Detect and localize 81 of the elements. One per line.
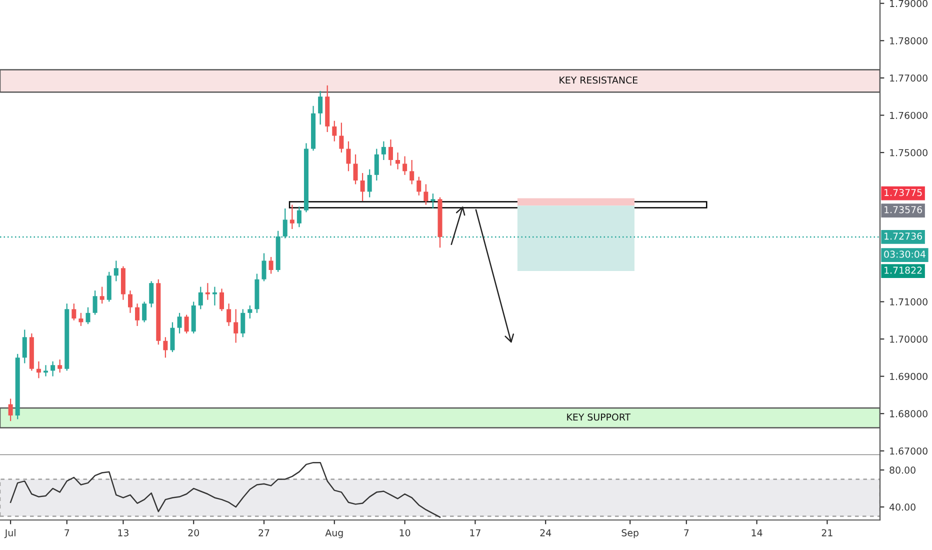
x-tick-label: 14 <box>752 529 762 536</box>
text: 1.73775 <box>884 188 922 196</box>
candlestick <box>290 204 294 230</box>
candlestick <box>296 206 302 228</box>
y-tick-label: 1.75000 <box>890 149 928 156</box>
candlestick <box>318 90 323 126</box>
x-tick-label: Aug <box>325 529 343 538</box>
candlestick <box>135 303 140 327</box>
candlestick <box>8 398 13 422</box>
y-tick-label: 1.79000 <box>890 0 928 8</box>
candlestick <box>58 358 62 374</box>
x-tick-label: 20 <box>188 529 199 536</box>
candlestick <box>142 301 147 323</box>
y-tick-label: 1.68000 <box>890 410 928 418</box>
y-tick-label: 1.71000 <box>890 298 928 306</box>
candlestick <box>205 282 210 300</box>
x-tick-label: 24 <box>540 529 552 536</box>
candlestick <box>332 120 337 142</box>
x-tick-label: 7 <box>684 529 689 536</box>
candlestick <box>339 122 344 154</box>
candlestick <box>92 290 98 316</box>
candlestick <box>240 308 246 338</box>
text: 1.71822 <box>884 266 922 274</box>
y-tick-label: 1.70000 <box>890 336 928 343</box>
candlestick <box>374 148 379 182</box>
line-series <box>10 462 441 518</box>
candlestick <box>22 329 27 364</box>
text: 03:30:04 <box>884 250 926 258</box>
x-tick-label: 10 <box>400 529 410 536</box>
y-tick-label: 1.76000 <box>890 112 928 119</box>
band-label: KEY SUPPORT <box>567 413 631 421</box>
candlestick <box>396 152 400 170</box>
candlestick <box>360 172 365 202</box>
candlestick <box>86 306 90 325</box>
candlestick <box>212 286 217 306</box>
candlestick <box>177 312 182 334</box>
candlestick <box>381 140 386 161</box>
candlestick <box>248 304 252 320</box>
candlestick <box>416 176 422 196</box>
x-tick-label: Jul <box>4 529 16 538</box>
candlestick <box>170 322 175 353</box>
candlestick <box>163 336 168 358</box>
candlestick <box>402 156 408 176</box>
text: 1.73576 <box>884 206 922 214</box>
candlestick <box>198 286 203 310</box>
candlestick <box>50 360 56 377</box>
candlestick <box>346 140 351 172</box>
x-tick-label: Sep <box>622 529 638 538</box>
y-tick-label: 1.77000 <box>890 74 928 82</box>
y-tick-label: 40.00 <box>889 504 916 511</box>
candlestick <box>72 303 76 321</box>
candlestick <box>430 193 436 210</box>
candlestick <box>353 154 358 185</box>
x-tick-label: 7 <box>64 529 70 536</box>
candlestick <box>234 308 238 344</box>
candlestick <box>388 138 393 166</box>
ref-line-label: 1.72736 <box>884 232 922 240</box>
candlestick <box>226 303 232 327</box>
x-tick-label: 13 <box>118 529 128 536</box>
candlestick <box>424 184 428 206</box>
candlestick <box>36 360 41 379</box>
candlestick <box>262 252 266 282</box>
candlestick <box>149 280 154 308</box>
x-tick-label: 21 <box>822 529 832 536</box>
candlestick <box>114 260 118 282</box>
candlestick <box>410 159 414 185</box>
y-tick-label: 1.69000 <box>890 372 928 380</box>
x-tick-label: 17 <box>470 529 480 536</box>
y-tick-label: 1.78000 <box>890 37 928 44</box>
candlestick <box>44 364 48 377</box>
y-tick-label: 80.00 <box>890 466 916 474</box>
candlestick <box>184 314 189 334</box>
y-tick-label: 1.67000 <box>890 447 928 455</box>
candlestick <box>128 290 132 314</box>
x-tick-label: 27 <box>258 529 270 536</box>
candlestick <box>220 288 224 312</box>
band-label: KEY RESISTANCE <box>560 76 638 84</box>
candlestick <box>367 168 372 198</box>
candlestick <box>100 286 104 304</box>
candlestick <box>268 256 274 274</box>
candlestick <box>78 312 84 327</box>
